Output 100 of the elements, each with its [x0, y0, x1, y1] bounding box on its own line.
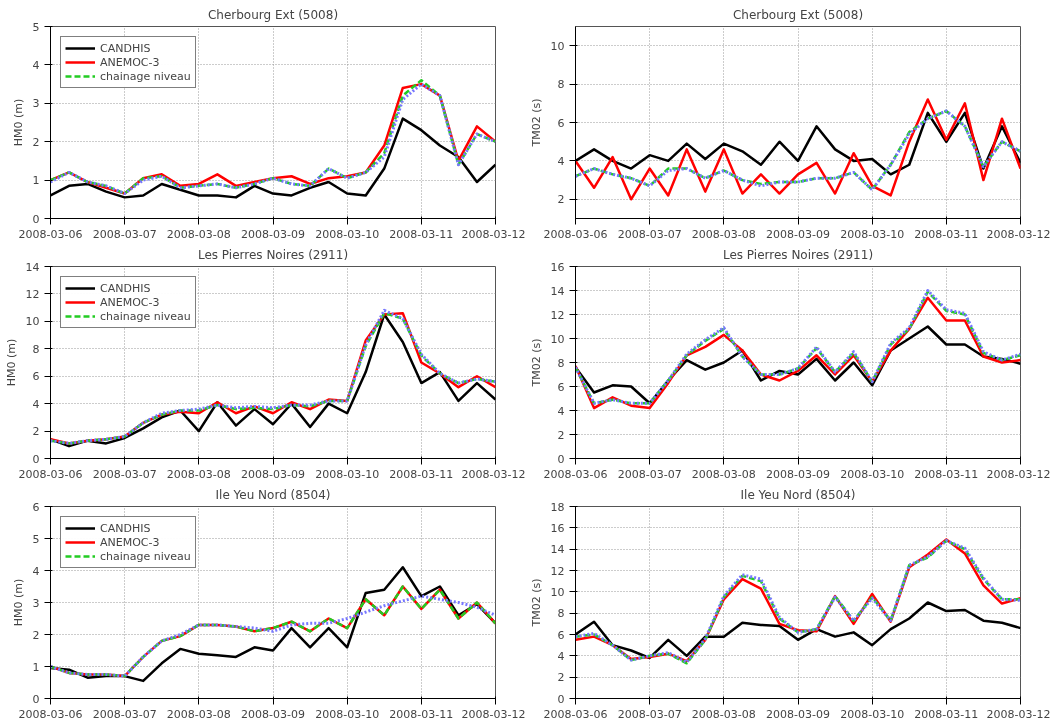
x-tick-label: 2008-03-12 — [461, 227, 526, 241]
x-tick-label: 2008-03-09 — [241, 227, 305, 241]
x-tick-label: 2008-03-08 — [691, 227, 756, 241]
y-tick-label: 4 — [32, 564, 40, 578]
y-tick-label: 10 — [550, 332, 565, 346]
x-tick-label: 2008-03-06 — [18, 467, 83, 481]
y-tick-label: 14 — [550, 543, 565, 557]
y-tick-label: 0 — [557, 452, 565, 466]
x-tick-label: 2008-03-07 — [92, 467, 157, 481]
x-tick-label: 2008-03-11 — [914, 227, 979, 241]
chart-title: Cherbourg Ext (5008) — [732, 7, 864, 22]
x-tick-label: 2008-03-08 — [166, 707, 231, 720]
y-tick-label: 6 — [32, 370, 40, 384]
y-tick-label: 6 — [557, 380, 565, 394]
y-tick-label: 8 — [557, 356, 565, 370]
y-axis-title: HM0 (m) — [11, 98, 25, 147]
x-tick-label: 2008-03-12 — [461, 467, 526, 481]
x-tick-label: 2008-03-07 — [92, 227, 157, 241]
x-tick-label: 2008-03-08 — [691, 707, 756, 720]
y-axis-title: TM02 (s) — [529, 578, 543, 628]
legend-label: chainage niveau — [100, 549, 191, 563]
legend-label: ANEMOC-3 — [100, 55, 160, 69]
y-axis-title: HM0 (m) — [4, 338, 18, 387]
x-tick-label: 2008-03-11 — [389, 707, 454, 720]
x-tick-label: 2008-03-07 — [617, 707, 682, 720]
x-tick-label: 2008-03-07 — [617, 467, 682, 481]
x-tick-label: 2008-03-06 — [18, 227, 83, 241]
y-tick-label: 2 — [557, 671, 565, 685]
y-tick-label: 8 — [557, 78, 565, 92]
x-tick-label: 2008-03-11 — [914, 467, 979, 481]
x-tick-label: 2008-03-06 — [543, 467, 608, 481]
x-tick-label: 2008-03-11 — [914, 707, 979, 720]
x-tick-label: 2008-03-10 — [315, 707, 380, 720]
chart-title: Les Pierres Noires (2911) — [197, 247, 349, 262]
chart-title: Ile Yeu Nord (8504) — [215, 487, 331, 502]
x-tick-label: 2008-03-10 — [315, 227, 380, 241]
y-tick-label: 3 — [32, 97, 40, 111]
x-tick-label: 2008-03-06 — [543, 707, 608, 720]
legend-label: CANDHIS — [100, 521, 151, 535]
y-tick-label: 3 — [32, 596, 40, 610]
y-tick-label: 12 — [25, 287, 40, 301]
y-tick-label: 2 — [32, 628, 40, 642]
legend-label: chainage niveau — [100, 69, 191, 83]
x-tick-label: 2008-03-09 — [766, 227, 830, 241]
legend-label: CANDHIS — [100, 41, 151, 55]
x-tick-label: 2008-03-11 — [389, 467, 454, 481]
x-tick-label: 2008-03-06 — [543, 227, 608, 241]
y-tick-label: 2 — [557, 428, 565, 442]
x-tick-label: 2008-03-08 — [691, 467, 756, 481]
x-tick-label: 2008-03-09 — [766, 707, 830, 720]
y-tick-label: 0 — [32, 212, 40, 226]
y-tick-label: 10 — [550, 39, 565, 53]
legend-label: CANDHIS — [100, 281, 151, 295]
y-tick-label: 2 — [557, 193, 565, 207]
y-tick-label: 8 — [557, 607, 565, 621]
x-tick-label: 2008-03-09 — [241, 467, 305, 481]
chart-title: Les Pierres Noires (2911) — [722, 247, 874, 262]
y-tick-label: 6 — [557, 628, 565, 642]
y-tick-label: 4 — [32, 397, 40, 411]
y-tick-label: 1 — [32, 660, 40, 674]
x-tick-label: 2008-03-06 — [18, 707, 83, 720]
y-tick-label: 0 — [32, 692, 40, 706]
x-tick-label: 2008-03-10 — [315, 467, 380, 481]
x-tick-label: 2008-03-07 — [617, 227, 682, 241]
y-tick-label: 5 — [32, 20, 40, 34]
x-tick-label: 2008-03-12 — [986, 467, 1051, 481]
y-tick-label: 8 — [32, 342, 40, 356]
y-tick-label: 1 — [32, 174, 40, 188]
x-tick-label: 2008-03-10 — [840, 707, 905, 720]
y-tick-label: 4 — [557, 649, 565, 663]
x-tick-label: 2008-03-08 — [166, 467, 231, 481]
y-tick-label: 6 — [32, 500, 40, 514]
x-tick-label: 2008-03-10 — [840, 227, 905, 241]
legend-label: ANEMOC-3 — [100, 535, 160, 549]
y-tick-label: 18 — [550, 500, 565, 514]
y-tick-label: 16 — [550, 260, 565, 274]
y-tick-label: 0 — [32, 452, 40, 466]
y-tick-label: 4 — [32, 58, 40, 72]
x-tick-label: 2008-03-12 — [986, 227, 1051, 241]
y-tick-label: 2 — [32, 135, 40, 149]
x-tick-label: 2008-03-08 — [166, 227, 231, 241]
y-tick-label: 4 — [557, 404, 565, 418]
y-axis-title: TM02 (s) — [529, 98, 543, 148]
y-tick-label: 10 — [25, 315, 40, 329]
y-tick-label: 16 — [550, 521, 565, 535]
y-tick-label: 12 — [550, 564, 565, 578]
y-tick-label: 5 — [32, 532, 40, 546]
y-tick-label: 6 — [557, 116, 565, 130]
x-tick-label: 2008-03-12 — [461, 707, 526, 720]
y-axis-title: TM02 (s) — [529, 338, 543, 388]
legend-label: ANEMOC-3 — [100, 295, 160, 309]
x-tick-label: 2008-03-09 — [241, 707, 305, 720]
x-tick-label: 2008-03-12 — [986, 707, 1051, 720]
y-tick-label: 10 — [550, 585, 565, 599]
x-tick-label: 2008-03-10 — [840, 467, 905, 481]
y-tick-label: 4 — [557, 154, 565, 168]
y-tick-label: 12 — [550, 308, 565, 322]
chart-title: Cherbourg Ext (5008) — [207, 7, 339, 22]
x-tick-label: 2008-03-11 — [389, 227, 454, 241]
legend-label: chainage niveau — [100, 309, 191, 323]
